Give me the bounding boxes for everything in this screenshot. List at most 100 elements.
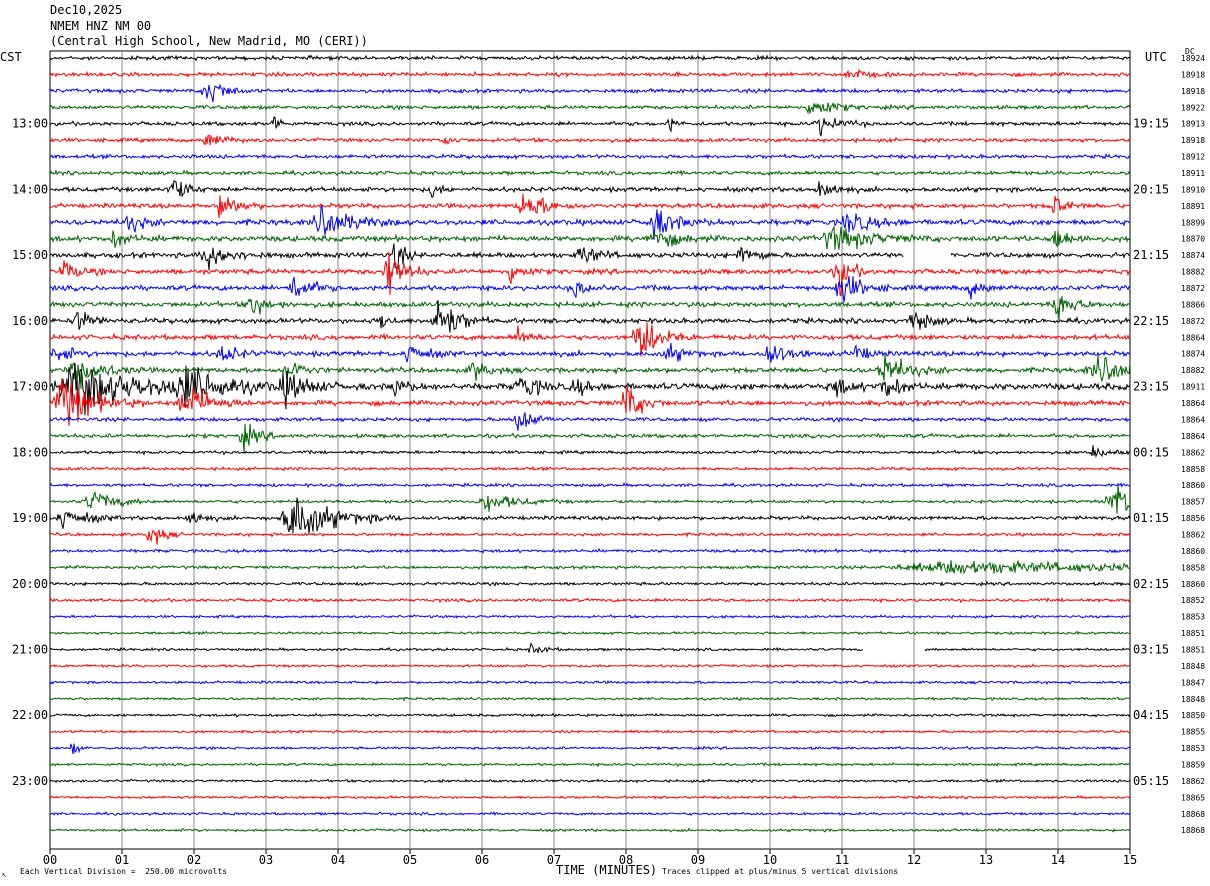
seismic-trace [49, 300, 1131, 333]
seismic-trace [49, 811, 1131, 817]
dc-offset-label: 18853 [1181, 744, 1205, 753]
right-hour-label: 05:15 [1133, 774, 1169, 788]
x-tick-label: 06 [475, 853, 489, 867]
dc-offset-label: 18865 [1181, 793, 1205, 802]
right-hour-label: 01:15 [1133, 511, 1169, 525]
dc-offset-label: 18868 [1181, 810, 1205, 819]
seismic-trace [49, 322, 1130, 357]
dc-offset-label: 18860 [1181, 547, 1205, 556]
dc-offset-label: 18891 [1181, 202, 1205, 211]
dc-offset-label: 18851 [1181, 645, 1205, 654]
right-hour-label: 23:15 [1133, 380, 1169, 394]
seismic-trace [49, 597, 1131, 604]
x-tick-label: 05 [403, 853, 417, 867]
x-tick-label: 09 [691, 853, 705, 867]
seismic-trace [49, 68, 1131, 80]
x-tick-label: 15 [1123, 853, 1137, 867]
clip-note: Traces clipped at plus/minus 5 vertical … [662, 867, 899, 876]
left-hour-label: 22:00 [12, 708, 48, 722]
left-hour-label: 21:00 [12, 642, 48, 656]
x-tick-label: 08 [619, 853, 633, 867]
seismic-trace [49, 614, 1131, 620]
seismic-trace [49, 642, 1131, 654]
seismic-trace [49, 481, 1131, 489]
seismic-trace [49, 729, 1131, 735]
right-hour-label: 00:15 [1133, 445, 1169, 459]
x-tick-label: 07 [547, 853, 561, 867]
seismic-trace [49, 116, 1131, 137]
dc-offset-label: 18848 [1181, 695, 1205, 704]
dc-offset-label: 18918 [1181, 87, 1205, 96]
dc-offset-label: 18866 [1181, 300, 1205, 309]
header-date: Dec10,2025 [50, 3, 123, 17]
scale-note: Each Vertical Division = 250.00 microvol… [20, 867, 228, 876]
seismic-trace [49, 152, 1131, 161]
right-hour-label: 04:15 [1133, 708, 1169, 722]
plot-frame [49, 50, 1131, 850]
x-tick-label: 10 [763, 853, 777, 867]
dc-offset-label: 18853 [1181, 613, 1205, 622]
dc-offset-label: 18857 [1181, 498, 1205, 507]
dc-offset-label: 18874 [1181, 251, 1205, 260]
seismic-trace [49, 362, 1131, 416]
left-hour-label: 23:00 [12, 774, 48, 788]
dc-offset-label: 18868 [1181, 826, 1205, 835]
seismic-trace [49, 251, 1131, 297]
dc-offset-label: 18860 [1181, 481, 1205, 490]
dc-offset-label: 18851 [1181, 629, 1205, 638]
seismic-trace [49, 353, 1131, 389]
corner-mark: ↖ [2, 870, 7, 879]
seismic-trace [49, 102, 1131, 115]
left-hour-label: 18:00 [12, 445, 48, 459]
right-hour-label: 21:15 [1133, 248, 1169, 262]
seismic-trace [49, 743, 1131, 755]
dc-header-label: DC [1185, 47, 1195, 56]
dc-offset-label: 18856 [1181, 514, 1205, 523]
seismic-trace [49, 778, 1131, 784]
x-tick-label: 14 [1051, 853, 1065, 867]
x-tick-label: 11 [835, 853, 849, 867]
dc-offset-label: 18872 [1181, 284, 1205, 293]
seismic-trace [49, 204, 1131, 240]
x-tick-label: 13 [979, 853, 993, 867]
seismic-trace [49, 827, 1131, 833]
dc-offset-label: 18864 [1181, 415, 1205, 424]
right-hour-label: 19:15 [1133, 117, 1169, 131]
seismic-trace [49, 226, 1131, 250]
x-tick-label: 12 [907, 853, 921, 867]
dc-offset-label: 18864 [1181, 399, 1205, 408]
dc-offset-label: 18864 [1181, 333, 1205, 342]
left-hour-label: 14:00 [12, 182, 48, 196]
dc-offset-label: 18910 [1181, 185, 1205, 194]
dc-offset-label: 18850 [1181, 711, 1205, 720]
dc-offset-label: 18882 [1181, 268, 1205, 277]
dc-offset-label: 18862 [1181, 448, 1205, 457]
dc-offset-label: 18874 [1181, 350, 1205, 359]
dc-offset-label: 18862 [1181, 777, 1205, 786]
dc-offset-label: 18855 [1181, 728, 1205, 737]
dc-offset-label: 18913 [1181, 120, 1205, 129]
dc-offset-label: 18858 [1181, 563, 1205, 572]
seismic-trace [49, 762, 1131, 768]
header-location: (Central High School, New Madrid, MO (CE… [50, 34, 368, 48]
left-hour-label: 20:00 [12, 577, 48, 591]
dc-offset-label: 18848 [1181, 662, 1205, 671]
dc-offset-label: 18852 [1181, 596, 1205, 605]
x-tick-label: 04 [331, 853, 345, 867]
dc-offset-label: 18918 [1181, 70, 1205, 79]
x-axis-title: TIME (MINUTES) [556, 863, 658, 877]
dc-offset-label: 18858 [1181, 465, 1205, 474]
seismic-trace [49, 423, 1131, 454]
seismic-trace [49, 342, 1131, 363]
seismic-trace [49, 529, 1131, 545]
left-hour-label: 17:00 [12, 380, 48, 394]
seismic-trace [49, 54, 1131, 62]
dc-offset-label: 18882 [1181, 366, 1205, 375]
seismic-trace [49, 663, 1131, 669]
seismic-trace [49, 497, 1131, 534]
header-station: NMEM HNZ NM 00 [50, 19, 152, 33]
dc-offset-label: 18924 [1181, 54, 1205, 63]
seismic-trace [49, 580, 1131, 587]
right-timezone-label: UTC [1145, 50, 1167, 64]
